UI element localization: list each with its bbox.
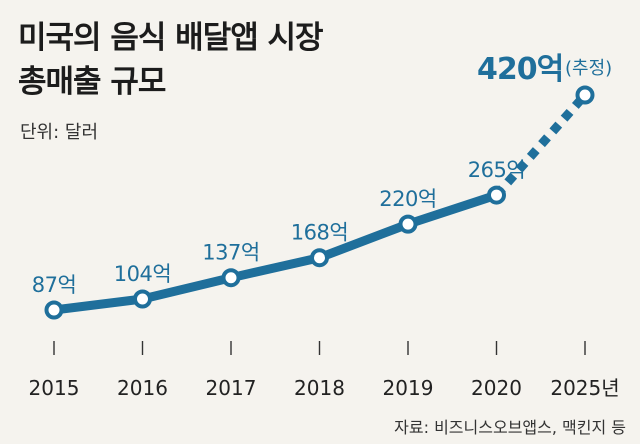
data-label: 137억 [202, 241, 259, 265]
estimate-line-segment [493, 92, 589, 199]
data-point [398, 214, 418, 234]
unit-label: 단위: 달러 [20, 122, 99, 143]
chart-title-line-1: 미국의 음식 배달앱 시장 [18, 20, 324, 56]
chart-title-line-2: 총매출 규모 [18, 64, 166, 100]
data-label: 265억 [468, 158, 525, 182]
data-point [44, 300, 64, 320]
series-line-segment [403, 190, 501, 229]
data-point [221, 268, 241, 288]
source-note: 자료: 비즈니스오브앱스, 맥킨지 등 [394, 418, 626, 437]
series-line-segment [315, 219, 413, 263]
x-tick-label: 2015 [29, 376, 80, 400]
data-label: 87억 [32, 273, 77, 297]
x-tick-label: 2018 [294, 376, 345, 400]
data-label: 220억 [379, 187, 436, 211]
x-tick-label: 2016 [117, 376, 168, 400]
series-line-segment [226, 253, 324, 283]
data-label: 168억 [291, 221, 348, 245]
data-label: 104억 [114, 262, 171, 286]
x-tick-label: 2017 [206, 376, 257, 400]
data-point [133, 289, 152, 309]
estimate-note: (추정) [565, 58, 612, 79]
data-point [575, 85, 595, 105]
chart-title: 미국의 음식 배달앱 시장 총매출 규모 [18, 16, 324, 104]
series-line-segment [138, 273, 236, 304]
series-line-segment [49, 294, 147, 315]
x-tick-label: 2025년 [550, 376, 619, 400]
x-tick-label: 2020 [471, 376, 522, 400]
data-point [487, 185, 506, 205]
data-label-estimate: 420억 [477, 52, 563, 87]
data-point [310, 248, 329, 268]
x-tick-label: 2019 [383, 376, 434, 400]
